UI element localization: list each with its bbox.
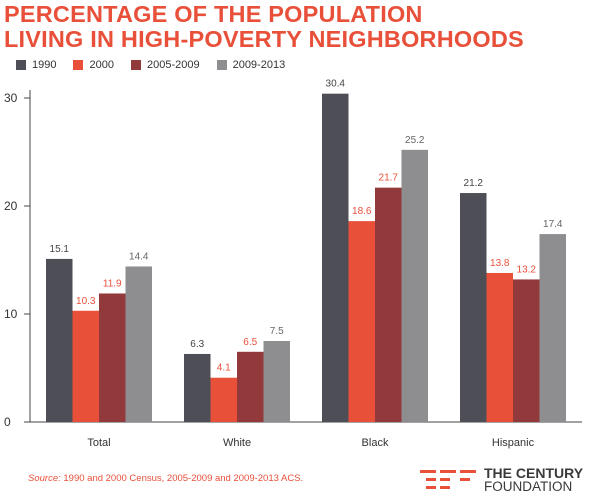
value-label-white-1990: 6.3 (190, 339, 204, 350)
category-label-black: Black (362, 437, 389, 449)
chart-title-line-2: LIVING IN HIGH-POVERTY NEIGHBORHOODS (4, 26, 524, 52)
bar-white-2009-2013 (263, 341, 290, 422)
value-label-total-2009-2013: 14.4 (129, 251, 149, 262)
legend-swatch-1990 (16, 60, 26, 70)
value-label-black-2009-2013: 25.2 (405, 135, 425, 146)
value-label-total-1990: 15.1 (50, 244, 70, 255)
value-label-hispanic-2005-2009: 13.2 (517, 264, 537, 275)
bar-white-2000 (210, 377, 237, 422)
source-text: 1990 and 2000 Census, 2005-2009 and 2009… (60, 473, 304, 484)
bar-hispanic-2000 (486, 272, 513, 422)
value-label-white-2005-2009: 6.5 (243, 337, 257, 348)
bar-black-1990 (322, 93, 349, 423)
logo-wordmark: THE CENTURY FOUNDATION (484, 466, 583, 494)
category-label-white: White (223, 437, 251, 449)
value-label-white-2000: 4.1 (217, 363, 231, 374)
y-tick-label-30: 30 (4, 91, 18, 105)
bar-hispanic-2005-2009 (513, 279, 540, 422)
logo-line-2: FOUNDATION (484, 479, 573, 494)
legend-item-2005-2009: 2005-2009 (130, 59, 200, 71)
century-foundation-logo: THE CENTURY FOUNDATION (420, 466, 583, 494)
bar-white-2005-2009 (237, 351, 264, 422)
value-label-white-2009-2013: 7.5 (270, 326, 284, 337)
y-tick-label-0: 0 (4, 415, 11, 429)
legend-label-2005-2009: 2005-2009 (146, 59, 200, 71)
legend-item-2000: 2000 (73, 59, 114, 71)
century-foundation-logo-mark-icon (420, 470, 476, 489)
bar-hispanic-1990 (460, 193, 487, 422)
y-tick-label-20: 20 (4, 199, 18, 213)
legend-item-1990: 1990 (16, 59, 56, 71)
value-label-black-2000: 18.6 (352, 206, 372, 217)
bar-white-1990 (184, 353, 211, 422)
chart-title-line-1: PERCENTAGE OF THE POPULATION (4, 1, 423, 27)
value-label-hispanic-1990: 21.2 (464, 178, 484, 189)
legend-item-2009-2013: 2009-2013 (216, 59, 286, 71)
legend-swatch-2005-2009 (130, 60, 141, 70)
bar-black-2000 (348, 221, 375, 422)
legend-swatch-2009-2013 (216, 60, 227, 70)
chart-title: PERCENTAGE OF THE POPULATION LIVING IN H… (4, 2, 524, 52)
value-label-hispanic-2009-2013: 17.4 (543, 219, 563, 230)
value-label-total-2000: 10.3 (76, 296, 96, 307)
legend-label-1990: 1990 (32, 59, 57, 71)
bar-total-2005-2009 (99, 293, 126, 422)
category-label-hispanic: Hispanic (492, 437, 535, 449)
source-note: Source: 1990 and 2000 Census, 2005-2009 … (28, 473, 303, 484)
legend: 1990 2000 2005-2009 2009-2013 (16, 59, 302, 71)
legend-label-2000: 2000 (89, 59, 114, 71)
legend-swatch-2000 (73, 60, 84, 70)
source-lead: Source: (28, 473, 61, 484)
bar-black-2005-2009 (375, 187, 402, 422)
bar-total-1990 (46, 258, 73, 422)
legend-label-2009-2013: 2009-2013 (232, 59, 286, 71)
logo-line-1: THE CENTURY (484, 465, 584, 481)
value-label-hispanic-2000: 13.8 (490, 258, 510, 269)
y-tick-label-10: 10 (4, 307, 18, 321)
value-label-black-1990: 30.4 (326, 79, 346, 90)
value-label-total-2005-2009: 11.9 (103, 278, 122, 289)
category-label-total: Total (87, 437, 110, 449)
bar-total-2000 (72, 310, 99, 422)
bar-hispanic-2009-2013 (539, 234, 566, 422)
value-label-black-2005-2009: 21.7 (379, 173, 399, 184)
bar-total-2009-2013 (125, 266, 152, 422)
bar-black-2009-2013 (401, 149, 428, 422)
